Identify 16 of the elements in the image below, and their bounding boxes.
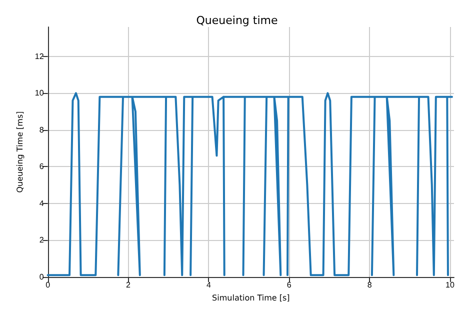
x-tick-label: 6 bbox=[286, 280, 292, 290]
x-tick-label: 10 bbox=[446, 280, 455, 290]
x-tick-label: 8 bbox=[367, 280, 372, 290]
x-tick-label: 0 bbox=[46, 280, 51, 290]
y-tick-label: 4 bbox=[39, 198, 44, 208]
y-tick-label: 10 bbox=[34, 88, 44, 98]
y-tick-label: 6 bbox=[39, 162, 44, 172]
chart-title: Queueing time bbox=[196, 14, 278, 27]
y-tick-label: 2 bbox=[39, 236, 44, 245]
x-axis-title: Simulation Time [s] bbox=[212, 293, 290, 302]
y-tick-label: 12 bbox=[34, 52, 44, 61]
y-tick-label: 8 bbox=[39, 125, 44, 134]
x-tick-label: 4 bbox=[206, 280, 212, 290]
y-tick-label: 0 bbox=[39, 272, 44, 282]
x-tick-label: 2 bbox=[126, 280, 132, 290]
y-axis-title: Queueing Time [ms] bbox=[16, 111, 24, 193]
